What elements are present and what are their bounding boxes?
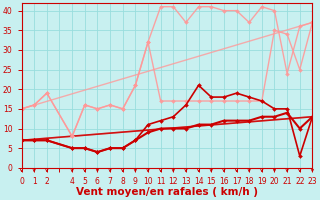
X-axis label: Vent moyen/en rafales ( km/h ): Vent moyen/en rafales ( km/h ) xyxy=(76,187,258,197)
